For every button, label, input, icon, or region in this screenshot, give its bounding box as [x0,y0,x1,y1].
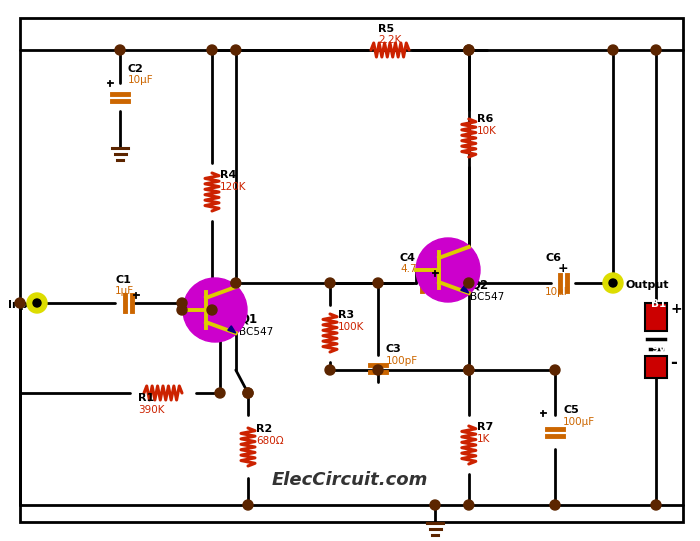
Circle shape [231,45,241,55]
Circle shape [608,45,618,55]
Text: R6: R6 [477,114,494,124]
Text: C3: C3 [386,344,402,354]
Bar [645,356,667,378]
Text: 100μF: 100μF [563,417,595,427]
Circle shape [464,278,474,288]
Circle shape [416,238,480,302]
Text: 100K: 100K [338,322,365,332]
Text: Output: Output [626,280,669,290]
Text: 680Ω: 680Ω [256,436,284,446]
Text: -: - [670,354,677,372]
Text: ElecCircuit.com: ElecCircuit.com [272,471,428,489]
Circle shape [15,298,25,308]
Circle shape [33,299,41,307]
Circle shape [651,45,661,55]
Text: R3: R3 [338,310,354,320]
Circle shape [550,365,560,375]
Circle shape [373,278,383,288]
Circle shape [651,500,661,510]
Text: 120K: 120K [220,182,246,192]
Text: 1μF: 1μF [115,286,134,296]
Text: 4.7μF: 4.7μF [400,264,429,274]
Polygon shape [461,286,469,293]
Text: 390K: 390K [138,405,164,415]
Circle shape [177,298,187,308]
Text: 10μF: 10μF [545,287,570,297]
Circle shape [325,278,335,288]
Circle shape [464,365,474,375]
Circle shape [603,273,623,293]
Text: R4: R4 [220,170,237,180]
Text: 1K: 1K [477,434,490,444]
Circle shape [609,279,617,287]
Circle shape [231,278,241,288]
Circle shape [27,293,47,313]
Text: 100pF: 100pF [386,356,418,366]
Circle shape [177,305,187,315]
Text: +: + [558,262,568,275]
Text: 10K: 10K [477,126,497,136]
Circle shape [115,45,125,55]
Circle shape [215,388,225,398]
Text: B1: B1 [651,299,666,309]
Circle shape [430,500,440,510]
Circle shape [243,388,253,398]
Text: C5: C5 [563,405,579,415]
Text: R1: R1 [138,393,154,403]
Circle shape [373,365,383,375]
Circle shape [183,278,247,342]
Text: BC547: BC547 [470,292,504,302]
Circle shape [243,388,253,398]
Circle shape [464,45,474,55]
Circle shape [325,365,335,375]
Text: BC547: BC547 [239,327,273,337]
Text: C2: C2 [128,64,144,74]
Text: R5: R5 [378,24,394,34]
Text: Q2: Q2 [470,278,488,291]
Bar [645,303,667,331]
Text: 9V: 9V [652,345,667,354]
Text: 2.2K: 2.2K [378,35,401,45]
Text: +: + [670,302,682,316]
Text: 10μF: 10μF [128,75,153,85]
Text: Q1: Q1 [239,313,257,326]
Circle shape [464,365,474,375]
Text: Input: Input [8,300,41,310]
Text: R2: R2 [256,424,272,434]
Polygon shape [228,326,236,333]
Text: C6: C6 [545,253,561,263]
Circle shape [464,500,474,510]
Circle shape [207,305,217,315]
Circle shape [550,500,560,510]
Text: R7: R7 [477,422,493,432]
Circle shape [464,45,474,55]
Circle shape [243,500,253,510]
Text: C1: C1 [115,275,131,285]
Text: C4: C4 [400,253,416,263]
Circle shape [207,45,217,55]
